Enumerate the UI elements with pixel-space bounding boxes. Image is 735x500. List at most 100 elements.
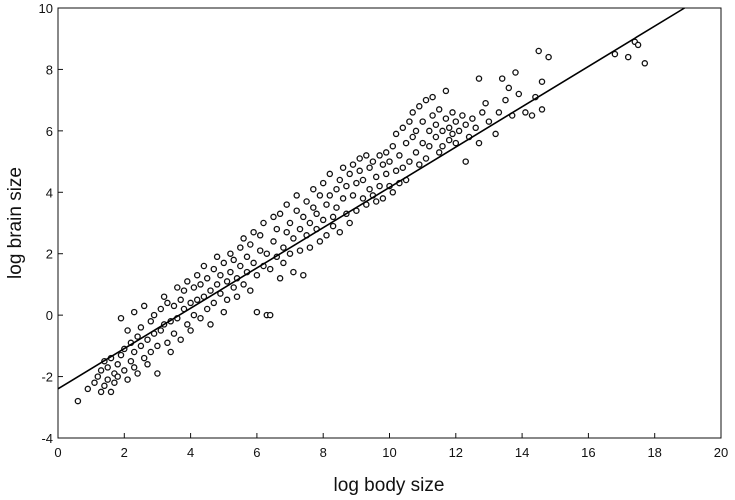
scatter-point — [366, 164, 373, 171]
scatter-point — [432, 121, 440, 128]
y-tick-label: 6 — [46, 124, 53, 139]
scatter-point — [217, 271, 224, 279]
scatter-point — [260, 219, 267, 227]
scatter-point — [389, 189, 397, 196]
y-tick-label: 0 — [46, 308, 53, 323]
scatter-point — [101, 382, 108, 390]
scatter-point — [353, 179, 360, 187]
scatter-point — [329, 222, 337, 230]
scatter-point — [333, 204, 340, 211]
scatter-point — [319, 179, 327, 187]
scatter-point — [256, 247, 264, 254]
scatter-point — [359, 176, 367, 184]
scatter-point — [435, 106, 443, 113]
x-tick-label: 14 — [515, 445, 529, 460]
scatter-point — [419, 139, 426, 147]
scatter-point — [479, 109, 486, 116]
scatter-point — [419, 118, 426, 125]
scatter-point — [270, 213, 277, 221]
data-points — [74, 38, 649, 405]
scatter-point — [114, 361, 121, 368]
scatter-point — [130, 364, 138, 371]
scatter-point — [266, 311, 274, 319]
scatter-point — [392, 167, 400, 175]
scatter-point — [538, 78, 546, 85]
scatter-point — [502, 96, 509, 104]
scatter-point — [498, 75, 506, 82]
scatter-point — [177, 296, 184, 304]
scatter-point — [372, 173, 380, 181]
scatter-point — [240, 281, 247, 288]
scatter-point — [379, 195, 387, 202]
scatter-point — [319, 216, 327, 224]
scatter-point — [91, 379, 98, 386]
scatter-point — [641, 60, 649, 67]
scatter-point — [203, 275, 211, 282]
scatter-point — [207, 287, 214, 294]
scatter-point — [349, 161, 357, 168]
scatter-point — [455, 127, 463, 135]
scatter-point — [472, 124, 479, 132]
scatter-point — [409, 109, 416, 116]
axis-ticks: 0 2 4 6 8 10 12 14 16 18 20 -4 -2 0 2 4 6 8 10 — [39, 1, 729, 460]
scatter-point — [442, 115, 450, 122]
scatter-point — [316, 192, 324, 199]
scatter-point — [104, 364, 111, 371]
scatter-point — [402, 139, 410, 147]
scatter-point — [336, 228, 344, 236]
scatter-point — [230, 284, 237, 291]
scatter-point — [323, 201, 330, 208]
scatter-point — [203, 305, 211, 313]
scatter-point — [193, 271, 201, 279]
y-tick-label: -4 — [41, 431, 53, 446]
scatter-point — [190, 311, 198, 319]
scatter-point — [220, 259, 228, 267]
y-tick-label: 2 — [46, 247, 53, 262]
scatter-point — [74, 397, 82, 405]
scatter-point — [227, 268, 234, 276]
scatter-point — [306, 219, 314, 227]
scatter-point — [382, 170, 390, 178]
scatter-point — [144, 361, 151, 368]
y-tick-label: 4 — [46, 185, 53, 200]
scatter-point — [409, 133, 416, 141]
x-tick-label: 10 — [382, 445, 396, 460]
scatter-point — [180, 287, 188, 294]
scatter-point — [392, 130, 400, 138]
scatter-point — [399, 164, 407, 171]
scatter-point — [492, 130, 499, 138]
scatter-point — [422, 155, 430, 162]
scatter-point — [157, 327, 165, 334]
scatter-point — [422, 96, 430, 104]
scatter-point — [124, 376, 131, 383]
scatter-point — [316, 238, 324, 245]
y-tick-label: -2 — [41, 370, 53, 385]
scatter-point — [379, 161, 387, 168]
scatter-point — [154, 342, 161, 350]
scatter-point — [164, 299, 171, 307]
scatter-point — [223, 278, 231, 285]
scatter-point — [369, 158, 377, 165]
scatter-point — [515, 90, 523, 98]
scatter-point — [611, 50, 619, 58]
scatter-point — [280, 244, 287, 251]
scatter-point — [416, 161, 423, 168]
scatter-point — [412, 127, 420, 135]
scatter-point — [137, 324, 145, 331]
scatter-point — [240, 235, 247, 242]
scatter-point — [306, 244, 314, 251]
y-axis-label: log brain size — [5, 167, 26, 279]
y-tick-label: 10 — [39, 1, 53, 16]
scatter-point — [359, 195, 367, 202]
scatter-point — [243, 253, 251, 261]
scatter-point — [366, 185, 373, 193]
scatter-point — [326, 170, 334, 178]
scatter-point — [286, 250, 294, 257]
scatter-point — [157, 305, 165, 313]
scatter-point — [439, 127, 446, 135]
scatter-point — [323, 232, 330, 239]
scatter-point — [121, 367, 128, 374]
scatter-point — [396, 152, 403, 159]
scatter-point — [535, 47, 542, 55]
scatter-point — [538, 106, 546, 113]
